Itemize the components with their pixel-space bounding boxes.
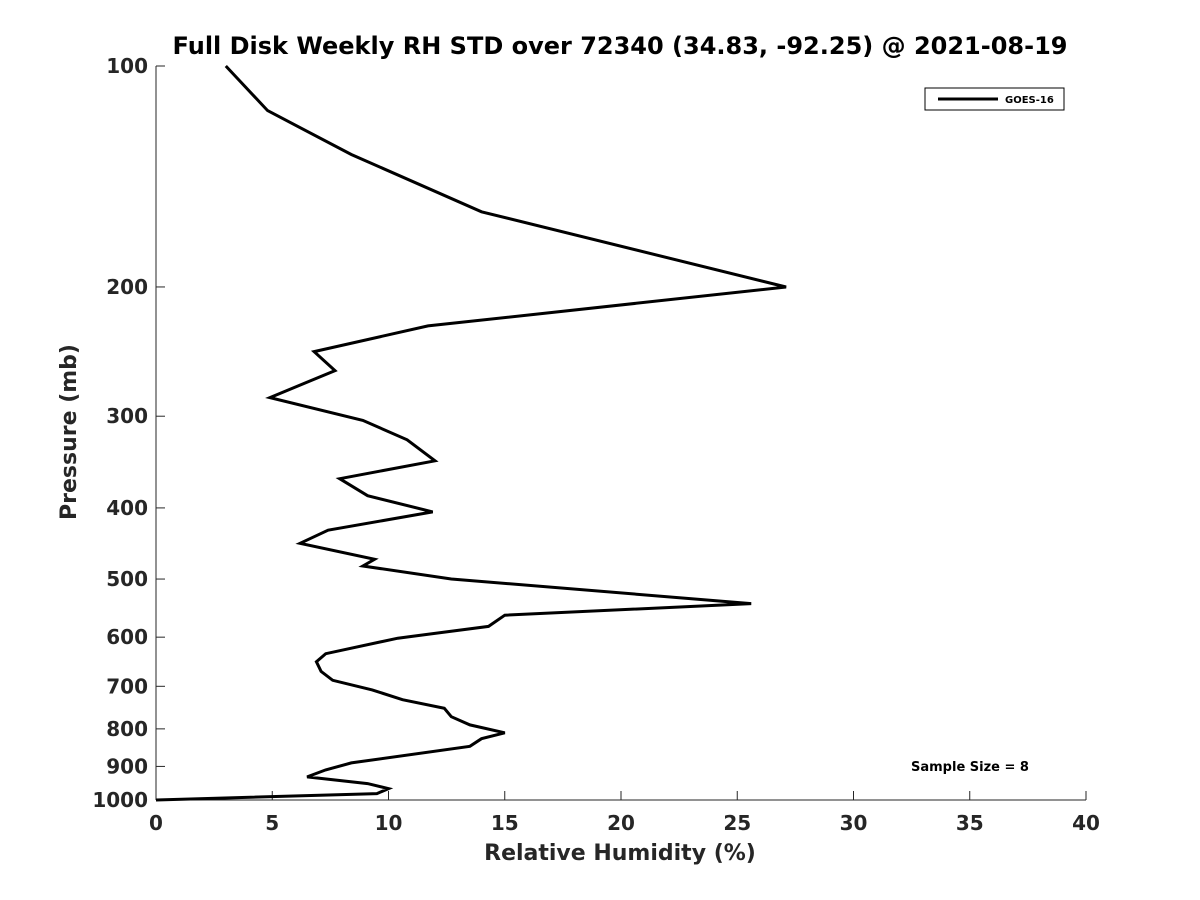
x-tick-label: 5 [265,811,279,835]
y-tick-label: 300 [106,404,148,428]
legend-entry-label: GOES-16 [1005,95,1054,106]
chart-title: Full Disk Weekly RH STD over 72340 (34.8… [173,32,1068,60]
x-tick-label: 0 [149,811,163,835]
series-layer [155,64,787,802]
y-tick-label: 1000 [92,788,148,812]
y-tick-label: 800 [106,717,148,741]
x-tick-label: 25 [723,811,751,835]
y-tick-label: 900 [106,754,148,778]
x-axis-label: Relative Humidity (%) [484,841,756,866]
x-tick-label: 40 [1072,811,1100,835]
x-tick-label: 15 [491,811,519,835]
x-tick-label: 35 [956,811,984,835]
x-tick-label: 10 [375,811,403,835]
sample-size-annotation: Sample Size = 8 [911,760,1029,775]
legend: GOES-16 [924,87,1065,111]
y-tick-label: 500 [106,567,148,591]
series-line-goes-16 [155,64,787,802]
y-tick-label: 400 [106,496,148,520]
y-axis-label: Pressure (mb) [57,344,82,520]
y-tick-label: 200 [106,275,148,299]
x-tick-label: 20 [607,811,635,835]
y-tick-label: 700 [106,674,148,698]
x-tick-label: 30 [840,811,868,835]
y-tick-label: 100 [106,54,148,78]
axes: 0 5 10 15 20 25 30 35 40 100 200 300 400 500 600 700 800… [92,54,1100,835]
y-tick-label: 600 [106,625,148,649]
